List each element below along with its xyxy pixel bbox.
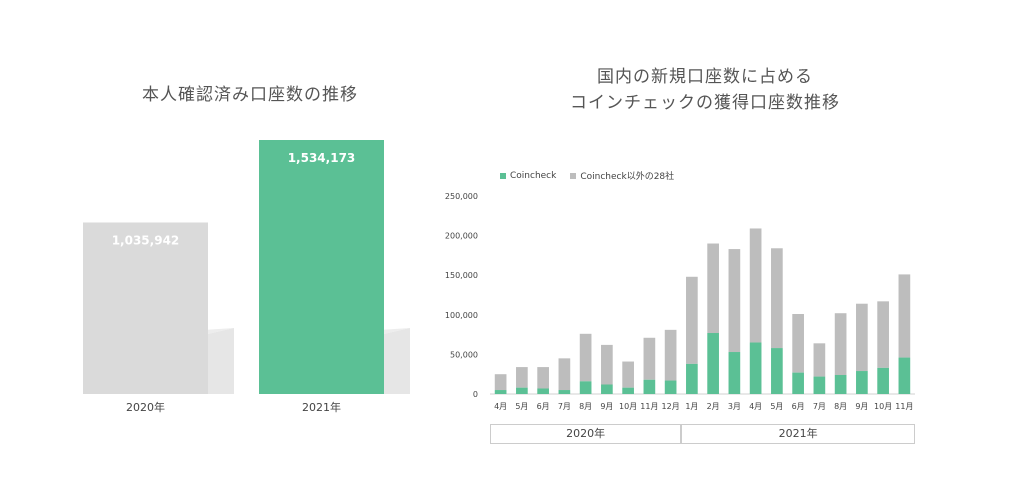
bar-others [728,249,741,353]
legend-swatch-others [570,172,577,179]
bar-value-label: 1,534,173 [288,151,356,165]
x-category-label: 2020年 [126,400,165,414]
bar-coincheck [707,333,719,394]
bar-others [749,228,762,343]
bar-others [771,248,783,349]
right-chart-title-line-1: 国内の新規口座数に占める [597,67,813,87]
bar-coincheck [516,387,528,394]
legend-label-coincheck: Coincheck [510,170,557,181]
bar-others [664,329,677,381]
x-tick-label: 5月 [770,402,783,411]
bar-others [834,313,847,375]
y-tick-label: 50,000 [450,350,478,359]
bar-others [579,333,592,382]
x-tick-label: 7月 [813,402,826,411]
bar-coincheck [558,390,571,394]
bar-others [558,358,571,391]
bar-coincheck [494,390,507,394]
bar-others [601,344,613,385]
x-tick-label: 11月 [640,402,658,411]
y-tick-label: 200,000 [445,232,478,241]
bar-others [877,301,889,368]
bar-others [686,276,698,364]
x-tick-label: 9月 [600,402,613,411]
bar-others [537,367,549,389]
x-tick-label: 4月 [494,402,507,411]
bar-coincheck [771,348,783,394]
legend-swatch-coincheck [500,172,506,179]
bar-others [898,274,911,358]
bar-shadow [384,328,410,394]
x-tick-label: 10月 [619,402,637,411]
x-tick-label: 1月 [685,402,698,411]
bar-coincheck [834,374,847,394]
x-tick-label: 6月 [792,402,805,411]
bar-others [707,243,719,334]
right-chart-title: 国内の新規口座数に占める コインチェックの獲得口座数推移 [470,64,940,116]
legend-label-others: Coincheck以外の28社 [580,172,675,182]
y-tick-label: 250,000 [445,192,478,201]
x-tick-label: 6月 [537,402,550,411]
x-tick-label: 12月 [662,402,680,411]
bar-coincheck [686,363,698,394]
bar-shadow [208,328,234,394]
bar-coincheck [537,388,549,394]
bar-2021年 [259,140,384,394]
bar-coincheck [579,381,592,394]
bar-coincheck [877,367,889,394]
right-chart-title-line-2: コインチェックの獲得口座数推移 [570,93,840,113]
y-tick-label: 100,000 [445,311,478,320]
bar-others [494,374,507,391]
bar-coincheck [622,387,634,394]
x-tick-label: 8月 [579,402,592,411]
bar-coincheck [898,357,911,394]
bar-others [643,337,656,380]
x-tick-label: 3月 [728,402,741,411]
bar-others [792,314,804,373]
legend-item-coincheck: Coincheck [500,171,556,181]
year-group-2020: 2020年 [490,424,682,444]
bar-others [516,367,528,388]
chart-legend: Coincheck Coincheck以外の28社 [500,169,674,182]
x-tick-label: 10月 [874,402,892,411]
y-tick-label: 0 [473,390,478,399]
x-tick-label: 5月 [515,402,528,411]
left-chart-title: 本人確認済み口座数の推移 [142,85,358,105]
bar-others [622,361,634,388]
x-tick-label: 7月 [558,402,571,411]
year-group-2021: 2021年 [681,424,915,444]
bar-2020年 [83,222,208,394]
legend-item-others: Coincheck以外の28社 [570,169,674,182]
bar-coincheck [728,352,741,394]
x-tick-label: 9月 [855,402,868,411]
bar-coincheck [792,372,804,394]
x-category-label: 2021年 [302,400,341,414]
bar-coincheck [749,342,762,394]
bar-coincheck [664,380,677,394]
bar-others [856,303,868,372]
x-tick-label: 11月 [895,402,913,411]
x-tick-label: 4月 [749,402,762,411]
bar-value-label: 1,035,942 [112,233,180,247]
bar-coincheck [856,371,868,394]
bar-others [813,343,826,377]
bar-coincheck [601,384,613,394]
y-tick-label: 150,000 [445,271,478,280]
x-tick-label: 8月 [834,402,847,411]
bar-coincheck [813,376,826,394]
bar-coincheck [643,379,656,394]
verified-accounts-chart: 1,035,942 2020年 1,534,173 2021年 [83,140,410,414]
x-tick-label: 2月 [707,402,720,411]
